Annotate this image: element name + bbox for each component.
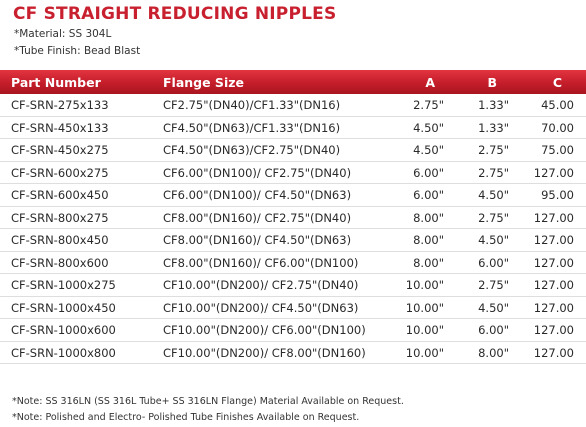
cell-flange-size: CF6.00"(DN100)/ CF4.50"(DN63) [163,188,352,202]
cell-a: 8.00" [413,255,444,270]
cell-part-number: CF-SRN-1000x800 [11,345,116,360]
cell-a: 10.00" [405,323,444,337]
cell-b: 6.00" [478,255,509,270]
header-flange-size: Flange Size [163,75,244,90]
cell-part-number: CF-SRN-450x275 [11,143,109,157]
cell-part-number: CF-SRN-600x450 [11,188,109,202]
cell-b: 2.75" [478,278,509,292]
cell-b: 2.75" [478,143,509,157]
cell-part-number: CF-SRN-600x275 [11,165,109,180]
cell-flange-size: CF8.00"(DN160)/ CF2.75"(DN40) [163,210,352,225]
cell-c: 45.00 [541,98,574,112]
table-row: CF-SRN-450x133 CF4.50"(DN63)/CF1.33"(DN16… [0,117,586,139]
cell-part-number: CF-SRN-450x133 [11,120,109,135]
header-b: B [487,75,497,90]
cell-b: 2.75" [478,165,509,180]
cell-flange-size: CF2.75"(DN40)/CF1.33"(DN16) [163,98,341,112]
table-row: CF-SRN-1000x275 CF10.00"(DN200)/ CF2.75"(… [0,274,586,297]
header-c: C [552,75,562,90]
material-note: *Material: SS 304L [14,28,112,40]
cell-b: 1.33" [478,98,509,112]
cell-c: 127.00 [533,233,574,247]
cell-part-number: CF-SRN-1000x450 [11,300,116,315]
table-row: CF-SRN-800x600 CF8.00"(DN160)/ CF6.00"(DN… [0,252,586,274]
cell-part-number: CF-SRN-800x600 [11,255,109,270]
cell-flange-size: CF10.00"(DN200)/ CF8.00"(DN160) [163,345,366,360]
table-body: CF-SRN-275x133 CF2.75"(DN40)/CF1.33"(DN16… [0,94,586,364]
cell-flange-size: CF4.50"(DN63)/CF2.75"(DN40) [163,143,341,157]
cell-c: 95.00 [541,188,574,202]
cell-a: 2.75" [413,98,444,112]
cell-flange-size: CF10.00"(DN200)/ CF6.00"(DN100) [163,323,366,337]
table-row: CF-SRN-1000x450 CF10.00"(DN200)/ CF4.50"(… [0,297,586,319]
cell-a: 6.00" [413,188,444,202]
cell-part-number: CF-SRN-1000x600 [11,323,116,337]
table-row: CF-SRN-450x275 CF4.50"(DN63)/CF2.75"(DN40… [0,139,586,162]
cell-a: 10.00" [405,345,444,360]
header-part-number: Part Number [11,75,101,90]
cell-part-number: CF-SRN-1000x275 [11,278,116,292]
cell-c: 127.00 [533,255,574,270]
table-row: CF-SRN-800x275 CF8.00"(DN160)/ CF2.75"(DN… [0,207,586,229]
cell-flange-size: CF10.00"(DN200)/ CF2.75"(DN40) [163,278,359,292]
cell-b: 1.33" [478,120,509,135]
cell-c: 127.00 [533,345,574,360]
cell-c: 127.00 [533,278,574,292]
cell-b: 4.50" [478,188,509,202]
header-a: A [425,75,435,90]
cell-part-number: CF-SRN-800x275 [11,210,109,225]
table-row: CF-SRN-600x450 CF6.00"(DN100)/ CF4.50"(DN… [0,184,586,207]
cell-flange-size: CF6.00"(DN100)/ CF2.75"(DN40) [163,165,352,180]
cell-c: 127.00 [533,300,574,315]
cell-a: 8.00" [413,233,444,247]
cell-a: 4.50" [413,120,444,135]
page-title: CF STRAIGHT REDUCING NIPPLES [13,4,337,24]
table-row: CF-SRN-275x133 CF2.75"(DN40)/CF1.33"(DN16… [0,94,586,117]
cell-flange-size: CF10.00"(DN200)/ CF4.50"(DN63) [163,300,359,315]
cell-a: 10.00" [405,300,444,315]
cell-flange-size: CF8.00"(DN160)/ CF4.50"(DN63) [163,233,352,247]
table-row: CF-SRN-1000x600 CF10.00"(DN200)/ CF6.00"(… [0,319,586,342]
footnote-material: *Note: SS 316LN (SS 316L Tube+ SS 316LN … [12,396,404,407]
cell-flange-size: CF8.00"(DN160)/ CF6.00"(DN100) [163,255,359,270]
cell-b: 8.00" [478,345,509,360]
finish-note: *Tube Finish: Bead Blast [14,45,141,57]
table-row: CF-SRN-1000x800 CF10.00"(DN200)/ CF8.00"(… [0,342,586,364]
cell-c: 75.00 [541,143,574,157]
cell-b: 6.00" [478,323,509,337]
cell-b: 2.75" [478,210,509,225]
cell-part-number: CF-SRN-275x133 [11,98,109,112]
cell-flange-size: CF4.50"(DN63)/CF1.33"(DN16) [163,120,341,135]
table-row: CF-SRN-600x275 CF6.00"(DN100)/ CF2.75"(DN… [0,162,586,184]
cell-b: 4.50" [478,233,509,247]
cell-a: 8.00" [413,210,444,225]
cell-a: 10.00" [405,278,444,292]
cell-a: 4.50" [413,143,444,157]
cell-c: 127.00 [533,210,574,225]
footnote-finishes: *Note: Polished and Electro- Polished Tu… [12,412,360,423]
cell-c: 70.00 [541,120,574,135]
cell-c: 127.00 [533,323,574,337]
table-header: Part Number Flange Size A B C [0,70,586,94]
cell-b: 4.50" [478,300,509,315]
table-row: CF-SRN-800x450 CF8.00"(DN160)/ CF4.50"(DN… [0,229,586,252]
cell-c: 127.00 [533,165,574,180]
nipples-table: Part Number Flange Size A B C CF-SRN-275… [0,70,586,364]
cell-part-number: CF-SRN-800x450 [11,233,109,247]
cell-a: 6.00" [413,165,444,180]
